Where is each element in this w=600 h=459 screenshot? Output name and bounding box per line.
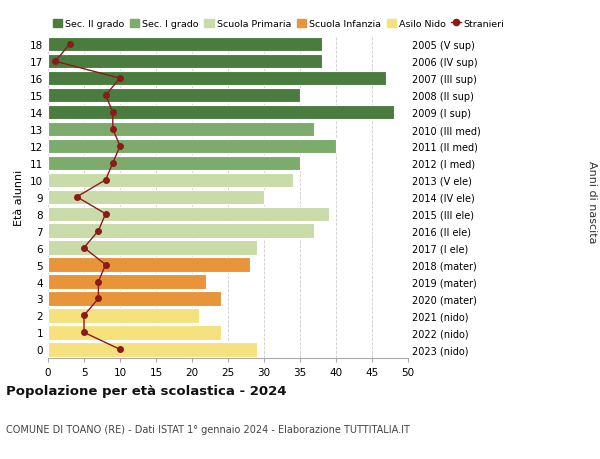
Text: COMUNE DI TOANO (RE) - Dati ISTAT 1° gennaio 2024 - Elaborazione TUTTITALIA.IT: COMUNE DI TOANO (RE) - Dati ISTAT 1° gen… — [6, 424, 410, 434]
Bar — [48, 207, 329, 221]
Bar — [48, 140, 336, 154]
Bar — [48, 308, 199, 323]
Text: Anni di nascita: Anni di nascita — [587, 161, 597, 243]
Y-axis label: Età alunni: Età alunni — [14, 169, 25, 225]
Bar — [48, 291, 221, 306]
Bar — [48, 224, 314, 238]
Legend: Sec. II grado, Sec. I grado, Scuola Primaria, Scuola Infanzia, Asilo Nido, Stran: Sec. II grado, Sec. I grado, Scuola Prim… — [53, 20, 505, 29]
Bar — [48, 173, 293, 188]
Bar — [48, 241, 257, 255]
Bar — [48, 123, 314, 137]
Bar — [48, 72, 386, 86]
Text: Popolazione per età scolastica - 2024: Popolazione per età scolastica - 2024 — [6, 384, 287, 397]
Bar — [48, 342, 257, 357]
Bar — [48, 55, 322, 69]
Bar — [48, 190, 264, 205]
Bar — [48, 38, 322, 52]
Bar — [48, 325, 221, 340]
Bar — [48, 106, 394, 120]
Bar — [48, 157, 300, 171]
Bar — [48, 89, 300, 103]
Bar — [48, 275, 206, 289]
Bar — [48, 258, 250, 272]
